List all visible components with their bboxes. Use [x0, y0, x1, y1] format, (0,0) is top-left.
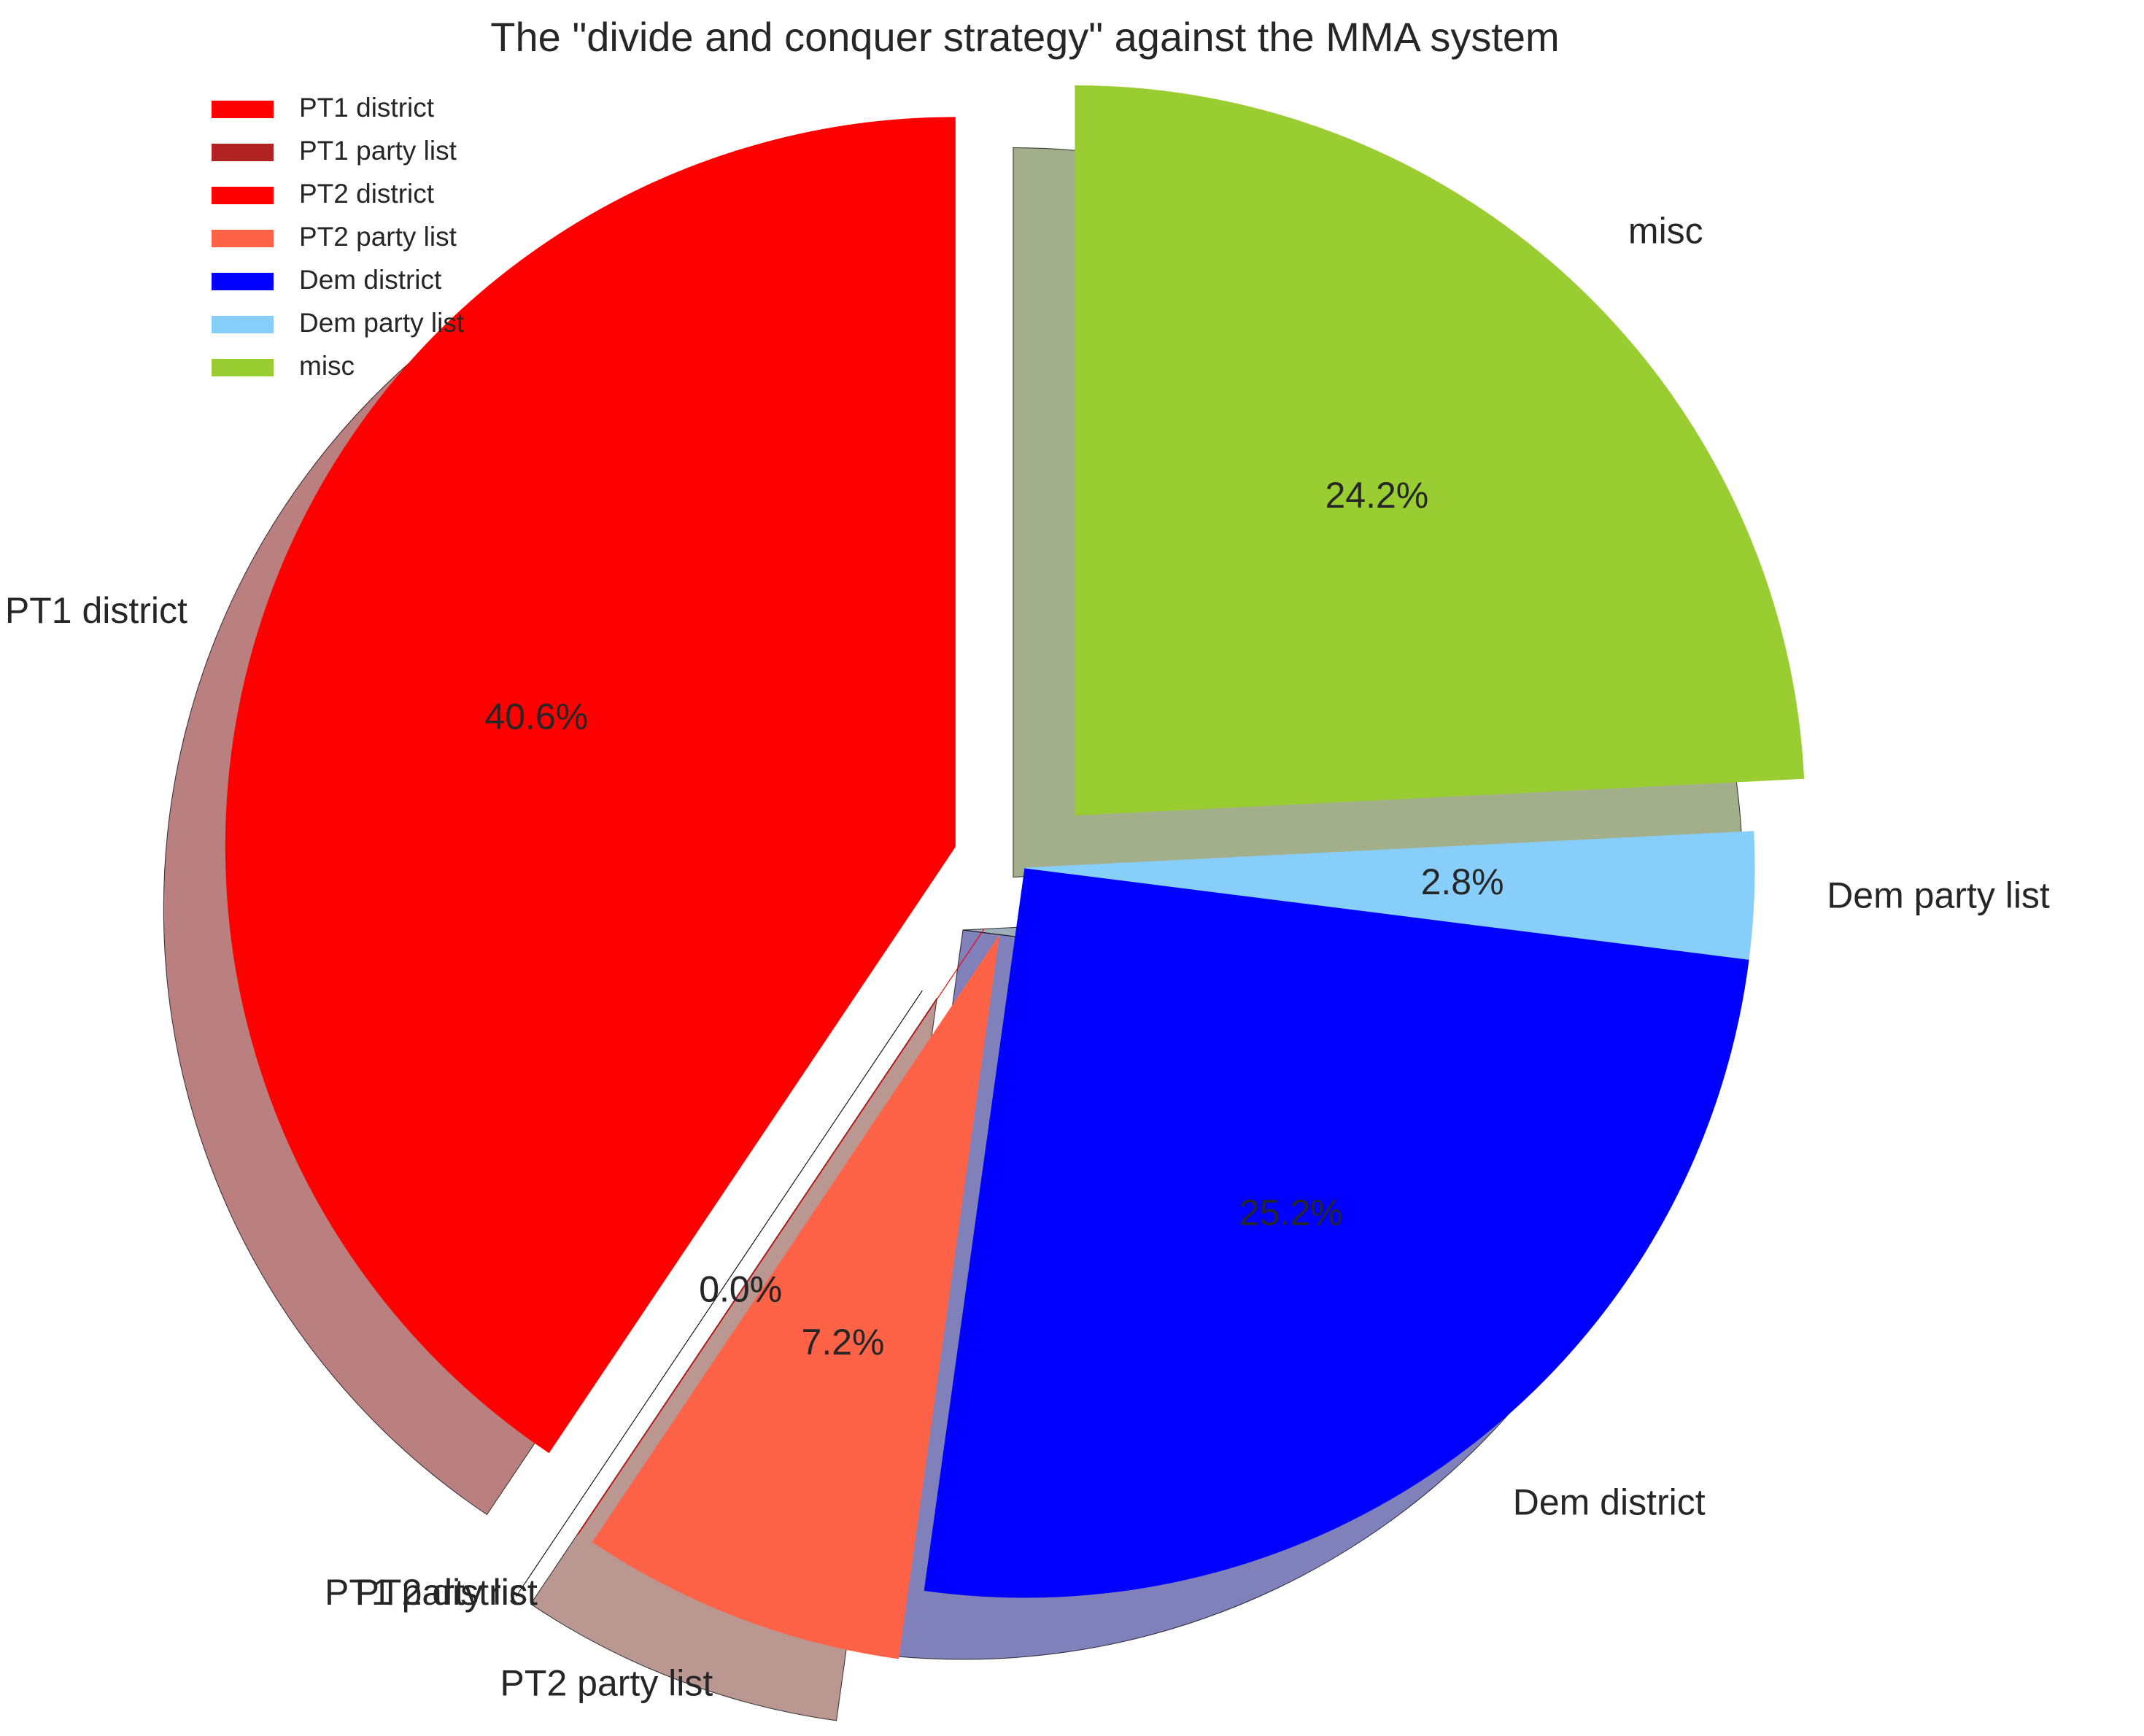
- slice-label-misc: misc: [1628, 211, 1703, 252]
- legend-swatch-dem-district: [212, 273, 274, 290]
- slice-percent-pt1-party-list: 0.0%: [699, 1269, 782, 1310]
- legend-label-pt2-party-list: PT2 party list: [299, 222, 457, 252]
- slice-pt1-district: [225, 117, 956, 1454]
- legend-swatch-dem-party-list: [212, 316, 274, 333]
- slice-label-pt2-district: PT2 district: [355, 1572, 538, 1613]
- slice-label-pt1-district: PT1 district: [5, 590, 187, 631]
- legend-label-pt1-party-list: PT1 party list: [299, 136, 457, 166]
- slice-dem-district: [924, 867, 1749, 1598]
- legend-swatch-pt2-district: [212, 187, 274, 204]
- slice-percent-dem-party-list: 2.8%: [1421, 861, 1504, 902]
- slice-percent-pt1-district: 40.6%: [484, 696, 588, 737]
- slice-misc: [1075, 85, 1805, 816]
- legend-label-dem-party-list: Dem party list: [299, 308, 465, 338]
- legend-swatch-pt1-party-list: [212, 144, 274, 161]
- chart-title: The "divide and conquer strategy" agains…: [490, 14, 1559, 60]
- slice-dem-party-list: [1024, 831, 1755, 960]
- slice-percent-labels: 40.6%0.0%0.0%7.2%25.2%2.8%24.2%: [484, 475, 1503, 1363]
- slice-percent-misc: 24.2%: [1325, 475, 1428, 516]
- pie-slices: [225, 85, 1805, 1659]
- legend-swatch-pt2-party-list: [212, 230, 274, 247]
- legend-label-dem-district: Dem district: [299, 265, 442, 295]
- slice-percent-pt2-district: 0.0%: [699, 1269, 782, 1310]
- legend-swatch-misc: [212, 359, 274, 376]
- legend-label-misc: misc: [299, 351, 355, 381]
- slice-pt2-party-list: [592, 936, 999, 1659]
- slice-label-dem-party-list: Dem party list: [1827, 875, 2050, 916]
- slice-label-pt2-party-list: PT2 party list: [500, 1662, 713, 1703]
- legend-label-pt2-district: PT2 district: [299, 179, 435, 209]
- legend: PT1 district PT1 party list PT2 district PT…: [212, 93, 465, 381]
- legend-swatch-pt1-district: [212, 101, 274, 118]
- slice-percent-dem-district: 25.2%: [1239, 1193, 1343, 1233]
- legend-label-pt1-district: PT1 district: [299, 93, 435, 123]
- slice-label-pt1-party-list: PT1 party list: [325, 1572, 538, 1613]
- slice-label-dem-district: Dem district: [1513, 1482, 1706, 1523]
- slice-percent-pt2-party-list: 7.2%: [802, 1322, 885, 1363]
